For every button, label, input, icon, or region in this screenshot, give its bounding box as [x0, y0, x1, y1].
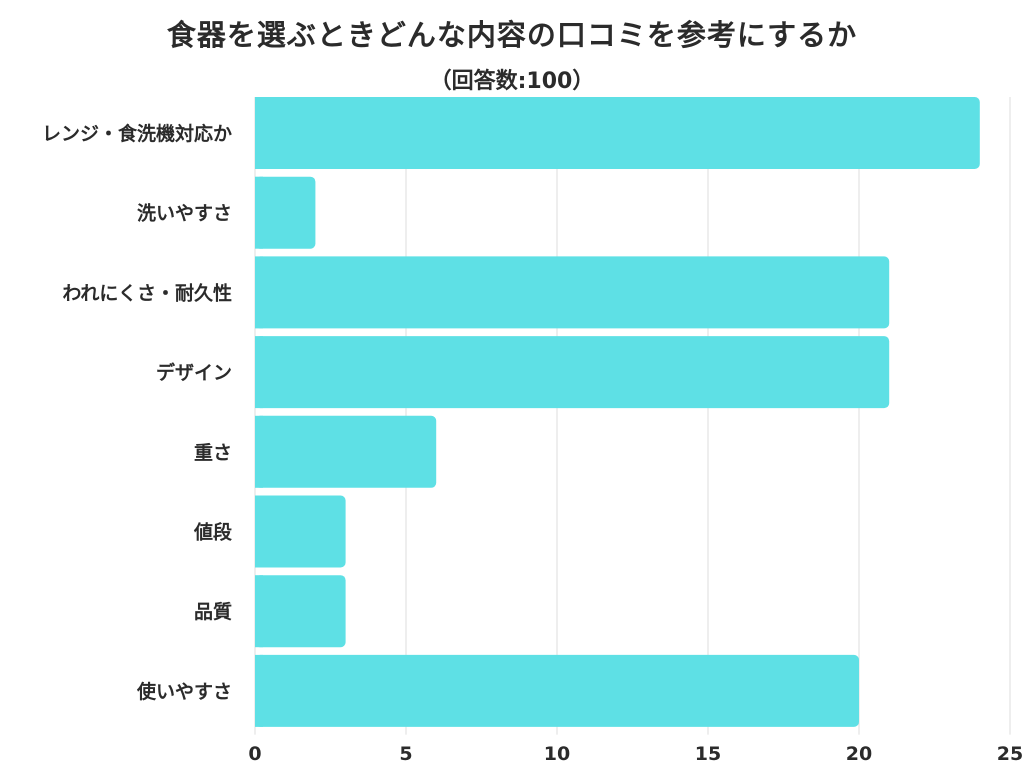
- bar: [255, 97, 980, 169]
- bar: [255, 495, 346, 568]
- category-label: 品質: [194, 600, 232, 623]
- category-label: レンジ・食洗機対応か: [42, 122, 232, 145]
- bar: [255, 336, 890, 409]
- x-tick-label: 25: [997, 743, 1023, 765]
- x-axis-ticks: 0 5 10 15 20 25: [248, 743, 1023, 765]
- x-tick-label: 20: [846, 743, 872, 765]
- x-tick-label: 15: [695, 743, 721, 765]
- category-label: 洗いやすさ: [137, 202, 232, 225]
- bar: [255, 256, 890, 329]
- chart-subtitle: （回答数:100）: [429, 69, 595, 94]
- bar-left-edge: [255, 415, 263, 488]
- category-label: 使いやすさ: [136, 681, 232, 703]
- x-tick-label: 10: [544, 743, 570, 765]
- bar-left-edge: [255, 336, 263, 409]
- bar-left-edge: [255, 495, 263, 568]
- category-label: われにくさ・耐久性: [62, 281, 232, 304]
- category-label: 重さ: [194, 442, 232, 464]
- bar: [255, 176, 316, 249]
- chart-title: 食器を選ぶときどんな内容の口コミを参考にするか: [166, 18, 858, 52]
- category-label: 値段: [193, 521, 233, 544]
- bar-left-edge: [255, 256, 263, 329]
- bar-left-edge: [255, 176, 263, 249]
- bar-left-edge: [255, 654, 263, 727]
- bar: [255, 575, 346, 648]
- bar: [255, 654, 859, 727]
- category-label: デザイン: [156, 361, 232, 384]
- bar: [255, 415, 437, 488]
- x-tick-label: 5: [399, 743, 412, 765]
- bar-left-edge: [255, 97, 263, 169]
- bars: [255, 97, 980, 727]
- x-tick-label: 0: [248, 743, 261, 765]
- bar-left-edge: [255, 575, 263, 648]
